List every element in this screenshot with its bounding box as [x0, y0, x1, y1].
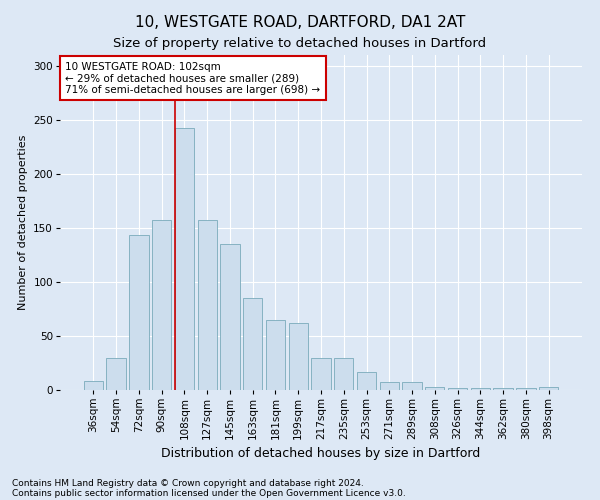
Bar	[357, 372, 376, 390]
Bar	[175, 128, 194, 390]
Bar	[493, 388, 513, 390]
Bar	[334, 358, 353, 390]
Bar	[470, 388, 490, 390]
Bar	[403, 382, 422, 390]
X-axis label: Distribution of detached houses by size in Dartford: Distribution of detached houses by size …	[161, 448, 481, 460]
Bar	[106, 358, 126, 390]
Y-axis label: Number of detached properties: Number of detached properties	[18, 135, 28, 310]
Bar	[516, 388, 536, 390]
Bar	[197, 220, 217, 390]
Bar	[129, 236, 149, 390]
Text: Contains HM Land Registry data © Crown copyright and database right 2024.: Contains HM Land Registry data © Crown c…	[12, 478, 364, 488]
Bar	[289, 323, 308, 390]
Text: 10 WESTGATE ROAD: 102sqm
← 29% of detached houses are smaller (289)
71% of semi-: 10 WESTGATE ROAD: 102sqm ← 29% of detach…	[65, 62, 320, 95]
Bar	[84, 382, 103, 390]
Bar	[448, 388, 467, 390]
Bar	[539, 387, 558, 390]
Text: Size of property relative to detached houses in Dartford: Size of property relative to detached ho…	[113, 38, 487, 51]
Bar	[311, 358, 331, 390]
Bar	[243, 298, 262, 390]
Bar	[266, 320, 285, 390]
Bar	[380, 382, 399, 390]
Bar	[152, 220, 172, 390]
Text: Contains public sector information licensed under the Open Government Licence v3: Contains public sector information licen…	[12, 488, 406, 498]
Bar	[425, 387, 445, 390]
Text: 10, WESTGATE ROAD, DARTFORD, DA1 2AT: 10, WESTGATE ROAD, DARTFORD, DA1 2AT	[135, 15, 465, 30]
Bar	[220, 244, 239, 390]
